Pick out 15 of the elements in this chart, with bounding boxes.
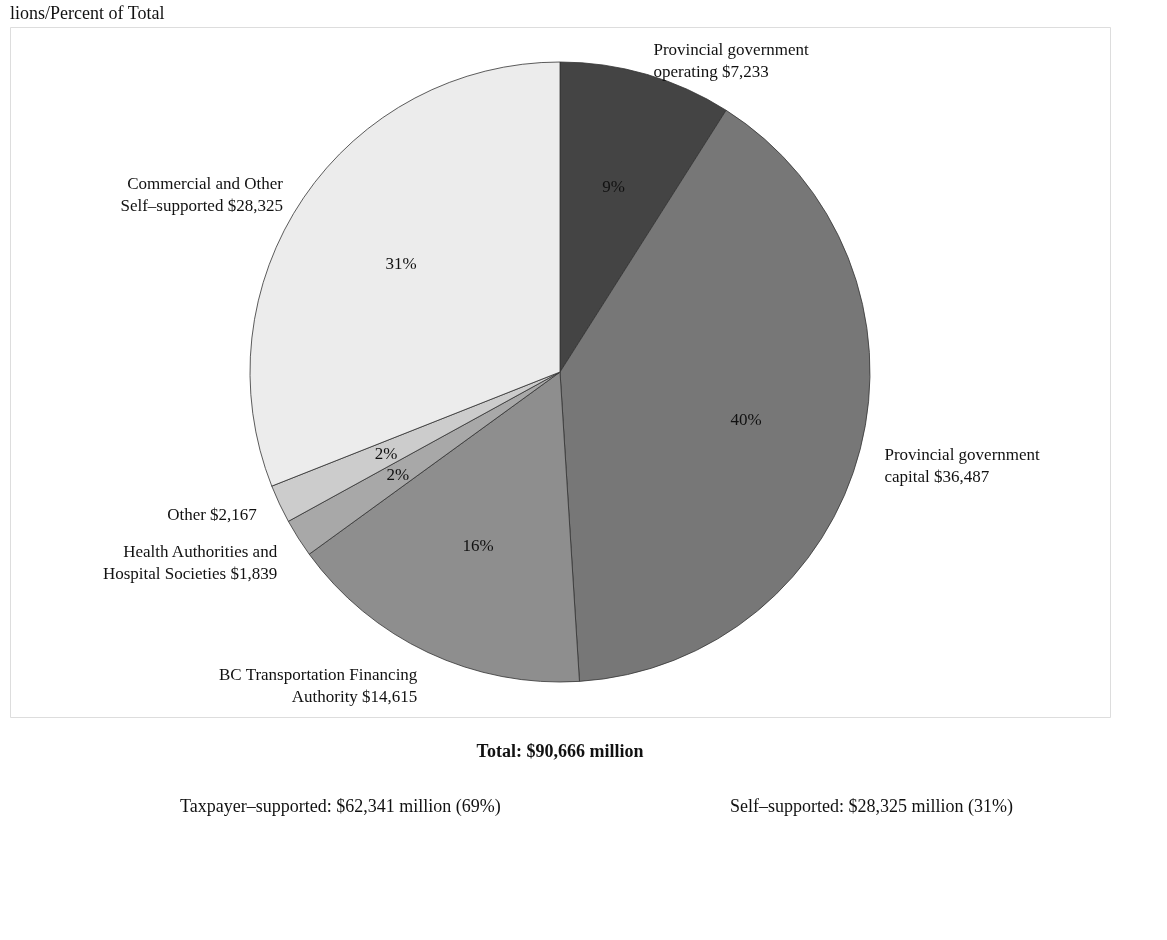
text: Taxpayer–supported: $62,341 million (69%) bbox=[180, 796, 501, 817]
text: Self–supported: $28,325 million (31%) bbox=[730, 796, 1013, 817]
slice-label: Health Authorities and Hospital Societies $1,839 bbox=[102, 541, 278, 583]
slice-label: Other $2,167 bbox=[167, 504, 258, 524]
slice-label: Provincial government operating $7,233 bbox=[653, 40, 810, 82]
slice-label: BC Transportation Financing Authority $14,615 bbox=[219, 665, 418, 707]
data-label: 2% bbox=[374, 443, 398, 463]
data-label: 16% bbox=[462, 535, 494, 555]
chart-title: lions/Percent of Total bbox=[10, 3, 165, 23]
text: Total: $90,666 million bbox=[476, 741, 644, 761]
data-label: 31% bbox=[385, 253, 417, 273]
data-label: 40% bbox=[730, 409, 762, 429]
data-label: 2% bbox=[386, 464, 410, 484]
slice-label: Commercial and Other Self–supported $28,325 bbox=[120, 173, 284, 215]
slice-label: Provincial government capital $36,487 bbox=[884, 445, 1041, 487]
